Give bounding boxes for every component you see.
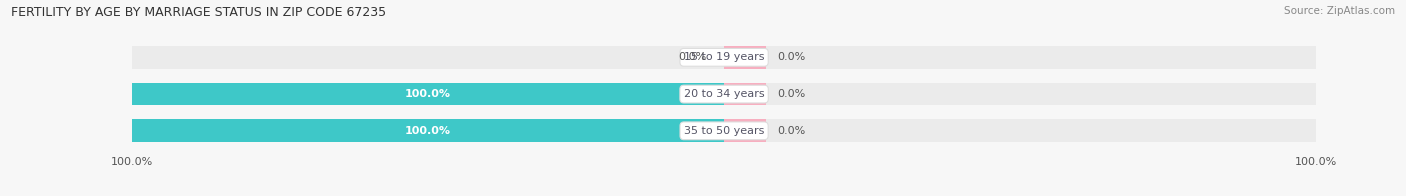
Bar [132,83,1316,105]
Bar [132,119,724,142]
Text: 15 to 19 years: 15 to 19 years [683,52,765,62]
Text: 100.0%: 100.0% [405,126,451,136]
Text: 100.0%: 100.0% [405,89,451,99]
Text: 0.0%: 0.0% [778,52,806,62]
Text: FERTILITY BY AGE BY MARRIAGE STATUS IN ZIP CODE 67235: FERTILITY BY AGE BY MARRIAGE STATUS IN Z… [11,6,387,19]
Bar [132,46,1316,69]
Text: 0.0%: 0.0% [778,126,806,136]
Bar [724,119,765,142]
Text: 0.0%: 0.0% [678,52,706,62]
Bar [132,83,724,105]
Text: 35 to 50 years: 35 to 50 years [683,126,765,136]
Bar [724,46,765,69]
Text: 20 to 34 years: 20 to 34 years [683,89,765,99]
Bar [132,119,1316,142]
Bar [724,83,765,105]
Text: 0.0%: 0.0% [778,89,806,99]
Text: Source: ZipAtlas.com: Source: ZipAtlas.com [1284,6,1395,16]
